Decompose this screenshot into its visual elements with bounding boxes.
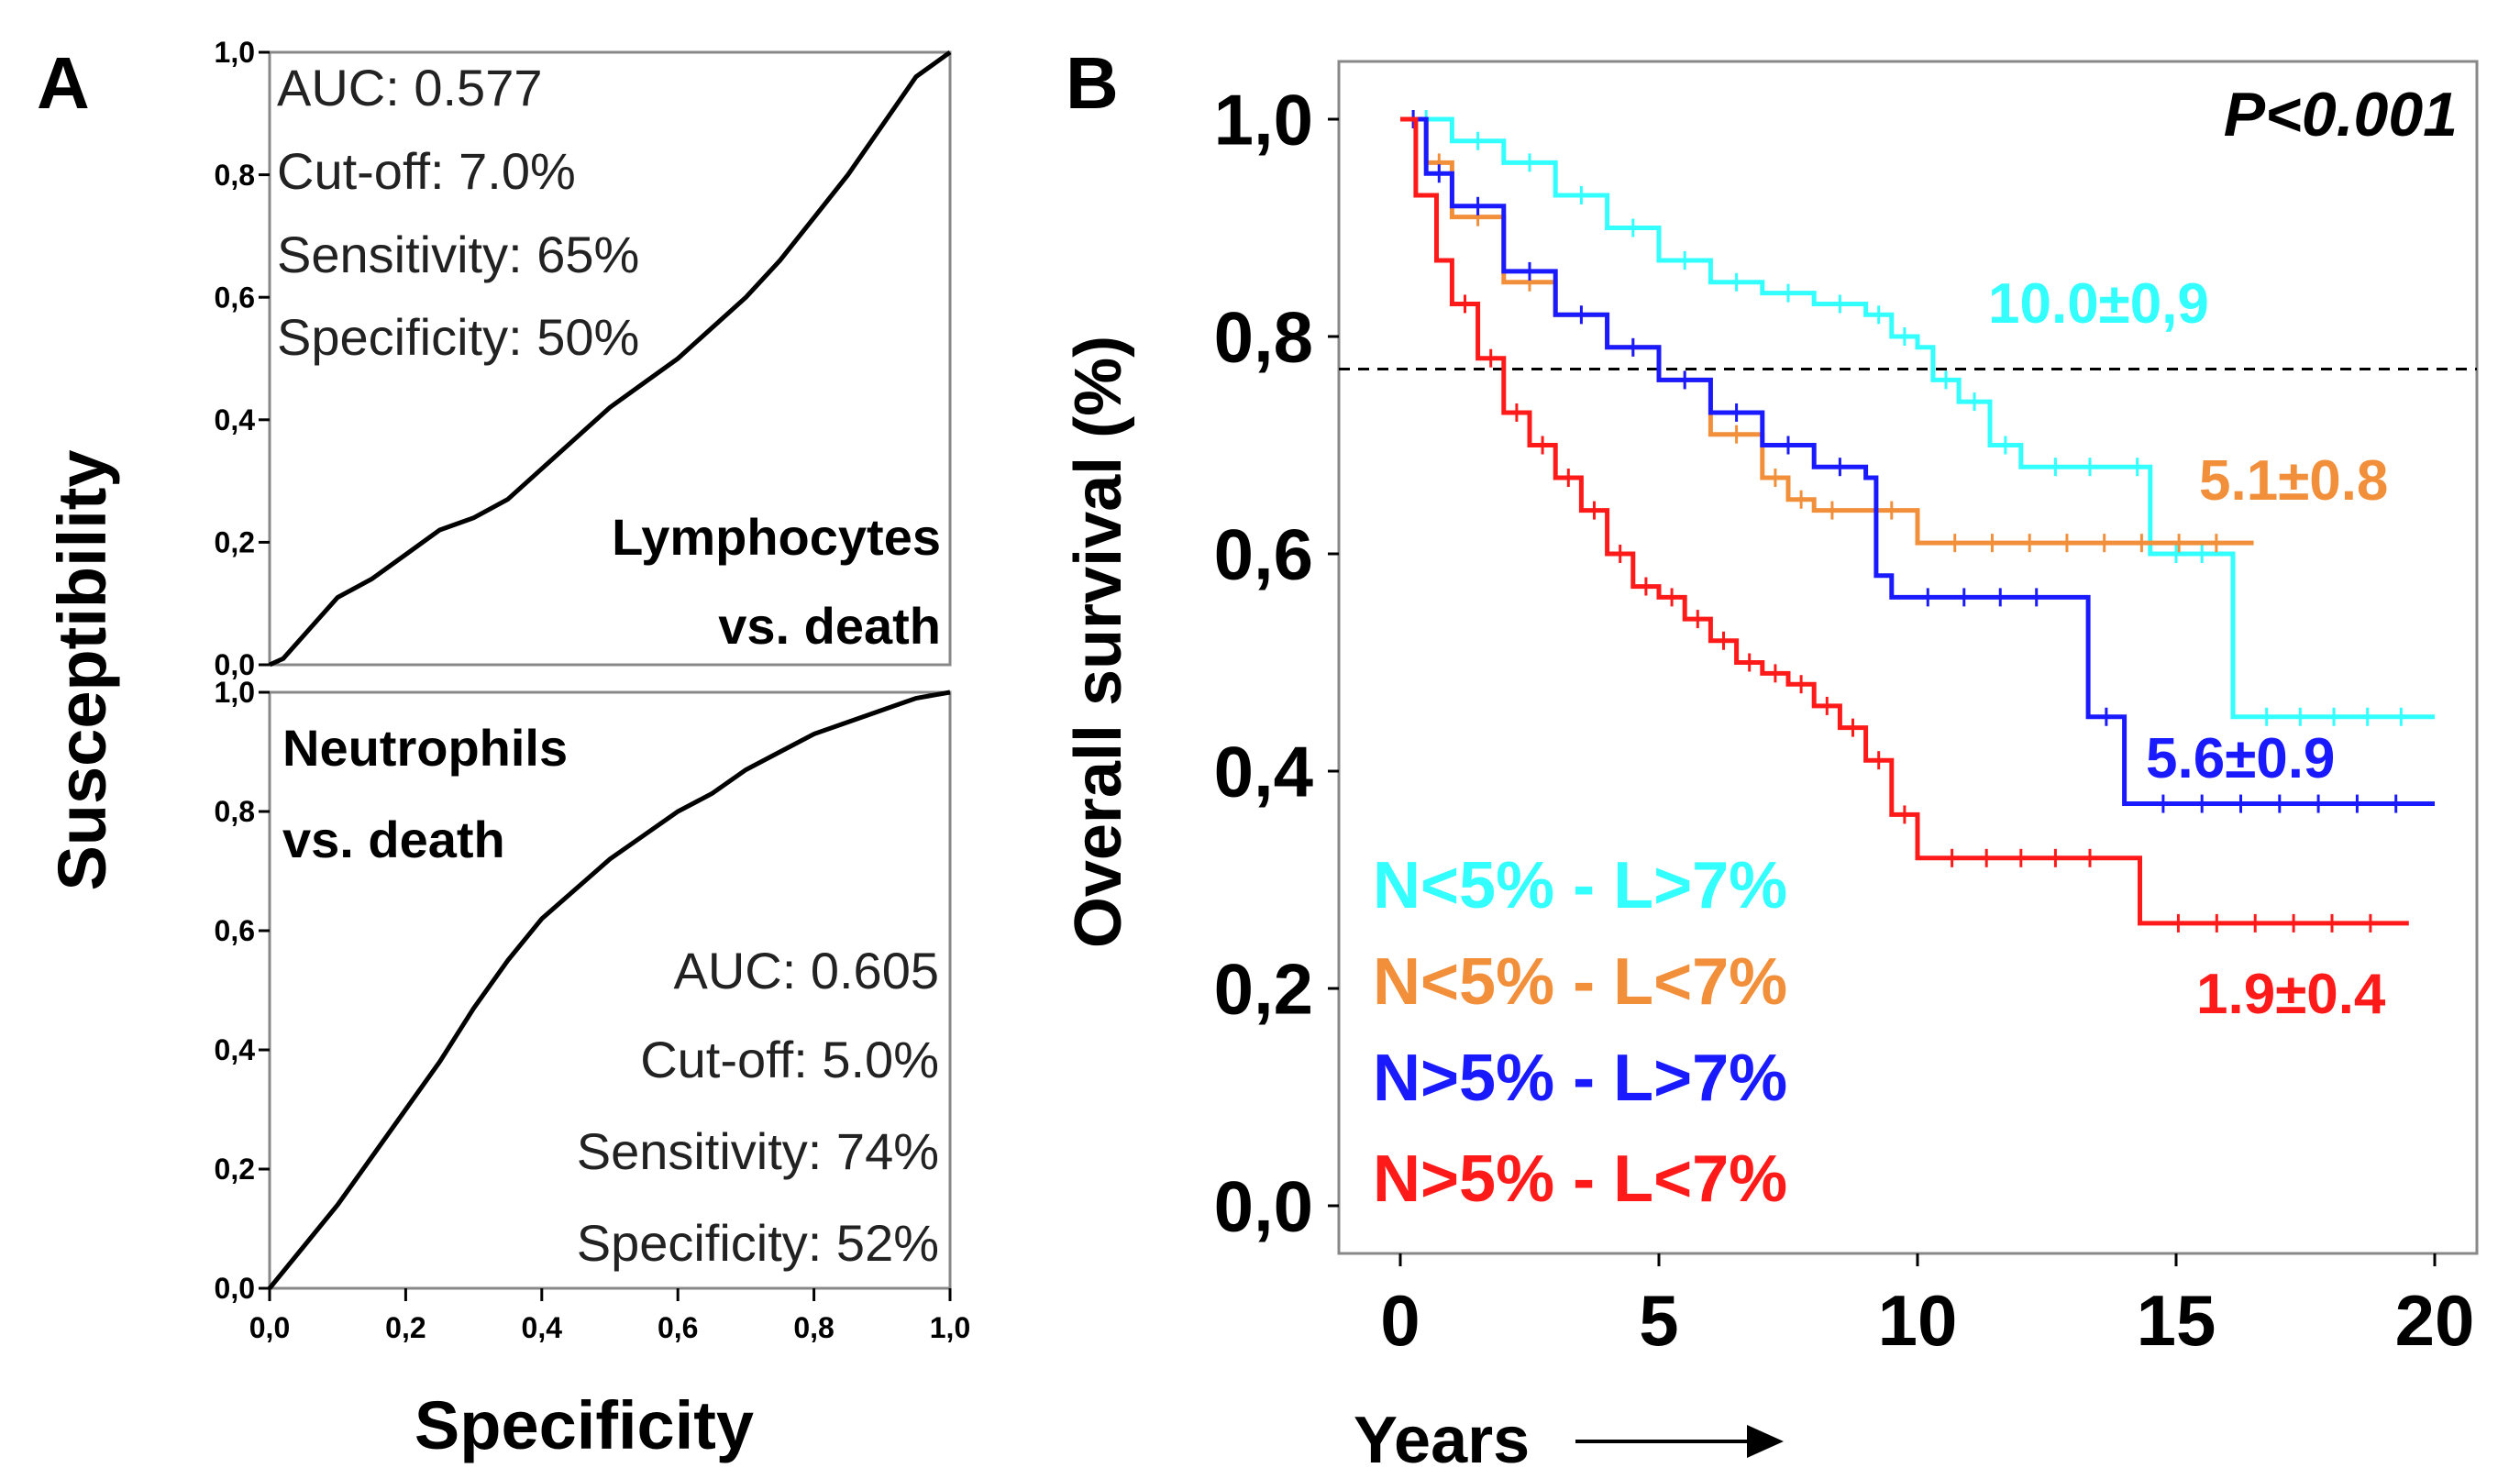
- km-p-value: P<0.001: [2224, 80, 2458, 149]
- km-annotation-n-low-l-low: 5.1±0.8: [2199, 449, 2388, 513]
- km-censor-marks-n-low-l-high: [1424, 110, 2403, 726]
- roc-neutrophils-stat-specificity: Specificity: 52%: [577, 1214, 939, 1272]
- roc-x-axis-title: Specificity: [414, 1387, 754, 1463]
- km-ytick-label: 0,4: [1214, 731, 1313, 811]
- km-censor-marks-n-high-l-low: [1464, 294, 2372, 933]
- km-survival-chart: 0,0 0,2 0,4 0,6 0,8 1,0 0 5 10 15 20 P<0.001 10.0…: [1214, 60, 2479, 1361]
- km-legend-n-low-l-low: N<5% - L<7%: [1373, 945, 1787, 1019]
- roc-neutrophils-xtick-label: 0,0: [249, 1311, 290, 1344]
- roc-lymphocytes-curve: [268, 50, 952, 668]
- km-xtick-label: 0: [1380, 1280, 1420, 1361]
- roc-neutrophils-frame: [268, 690, 952, 1290]
- roc-lymphocytes-chart: 0,0 0,2 0,4 0,6 0,8 1,0 AUC: 0.577 Cut-off: 7…: [215, 36, 952, 681]
- roc-lymphocytes-frame: [268, 50, 952, 667]
- roc-lymphocytes-ytick-label: 0,6: [215, 281, 255, 314]
- roc-neutrophils-xtick-label: 0,2: [385, 1311, 426, 1344]
- roc-neutrophils-chart: 0,0 0,2 0,4 0,6 0,8 1,0 0,0 0,2 0,4 0,6 0,8 1,0 Ne…: [215, 676, 971, 1344]
- panel-letter-b: B: [1066, 42, 1119, 124]
- km-ytick-label: 0,8: [1214, 296, 1313, 377]
- km-legend-n-high-l-low: N>5% - L<7%: [1373, 1142, 1787, 1216]
- km-x-axis-title: Years: [1354, 1404, 1530, 1477]
- km-ytick-label: 0,2: [1214, 948, 1313, 1029]
- roc-lymphocytes-ytick-label: 0,8: [215, 159, 255, 192]
- roc-neutrophils-xtick-label: 0,4: [522, 1311, 563, 1344]
- roc-neutrophils-xtick-label: 1,0: [930, 1311, 970, 1344]
- km-x-axis-arrow: [1575, 1425, 1784, 1458]
- km-ytick-label: 0,0: [1214, 1165, 1313, 1246]
- roc-lymphocytes-stat-sensitivity: Sensitivity: 65%: [277, 226, 639, 283]
- km-annotation-n-high-l-low: 1.9±0.4: [2196, 963, 2386, 1026]
- roc-neutrophils-xtick-label: 0,8: [793, 1311, 834, 1344]
- roc-lymphocytes-title-line1: Lymphocytes: [612, 508, 941, 566]
- km-annotation-n-low-l-high: 10.0±0,9: [1988, 272, 2209, 336]
- roc-neutrophils-xtick-label: 0,6: [658, 1311, 698, 1344]
- roc-neutrophils-ytick-label: 0,4: [215, 1033, 256, 1066]
- km-xtick-label: 20: [2395, 1280, 2475, 1361]
- roc-neutrophils-title-line2: vs. death: [282, 811, 505, 868]
- roc-y-axis-title: Susceptibility: [44, 449, 120, 890]
- km-annotation-n-high-l-high: 5.6±0.9: [2146, 727, 2335, 790]
- panel-letter-a: A: [37, 42, 90, 124]
- roc-lymphocytes-ytick-label: 0,0: [215, 648, 255, 681]
- km-curve-n-low-l-high: [1400, 116, 2435, 720]
- roc-neutrophils-ytick-label: 0,0: [215, 1272, 255, 1305]
- roc-neutrophils-curve: [268, 690, 951, 1290]
- km-ytick-label: 1,0: [1214, 79, 1313, 160]
- roc-lymphocytes-ytick-label: 0,4: [215, 403, 256, 436]
- km-legend-n-low-l-high: N<5% - L>7%: [1373, 849, 1787, 922]
- roc-lymphocytes-title-line2: vs. death: [718, 597, 941, 655]
- roc-neutrophils-ytick-label: 0,6: [215, 914, 255, 947]
- roc-lymphocytes-stat-specificity: Specificity: 50%: [277, 308, 639, 366]
- km-legend-n-high-l-high: N>5% - L>7%: [1373, 1042, 1787, 1115]
- roc-neutrophils-stat-auc: AUC: 0.605: [674, 942, 940, 999]
- roc-neutrophils-ytick-label: 1,0: [215, 676, 255, 709]
- km-curve-n-high-l-low: [1400, 116, 2409, 926]
- km-xtick-label: 15: [2137, 1280, 2216, 1361]
- roc-neutrophils-stat-cutoff: Cut-off: 5.0%: [640, 1031, 939, 1088]
- roc-neutrophils-title-line1: Neutrophils: [282, 719, 568, 777]
- km-ytick-label: 0,6: [1214, 513, 1313, 594]
- roc-lymphocytes-stat-auc: AUC: 0.577: [277, 59, 543, 116]
- roc-neutrophils-ytick-label: 0,8: [215, 795, 255, 828]
- km-y-axis-title: Overall survival (%): [1062, 336, 1135, 948]
- km-frame: [1337, 60, 2479, 1255]
- roc-neutrophils-stat-sensitivity: Sensitivity: 74%: [577, 1122, 939, 1180]
- km-censor-marks-n-high-l-high: [1411, 110, 2398, 813]
- km-curve-n-high-l-high: [1400, 116, 2435, 806]
- roc-neutrophils-ytick-label: 0,2: [215, 1153, 255, 1186]
- roc-lymphocytes-stat-cutoff: Cut-off: 7.0%: [277, 142, 576, 200]
- km-xtick-label: 5: [1639, 1280, 1678, 1361]
- km-xtick-label: 10: [1878, 1280, 1958, 1361]
- roc-lymphocytes-ytick-label: 0,2: [215, 526, 255, 559]
- roc-lymphocytes-ytick-label: 1,0: [215, 36, 255, 69]
